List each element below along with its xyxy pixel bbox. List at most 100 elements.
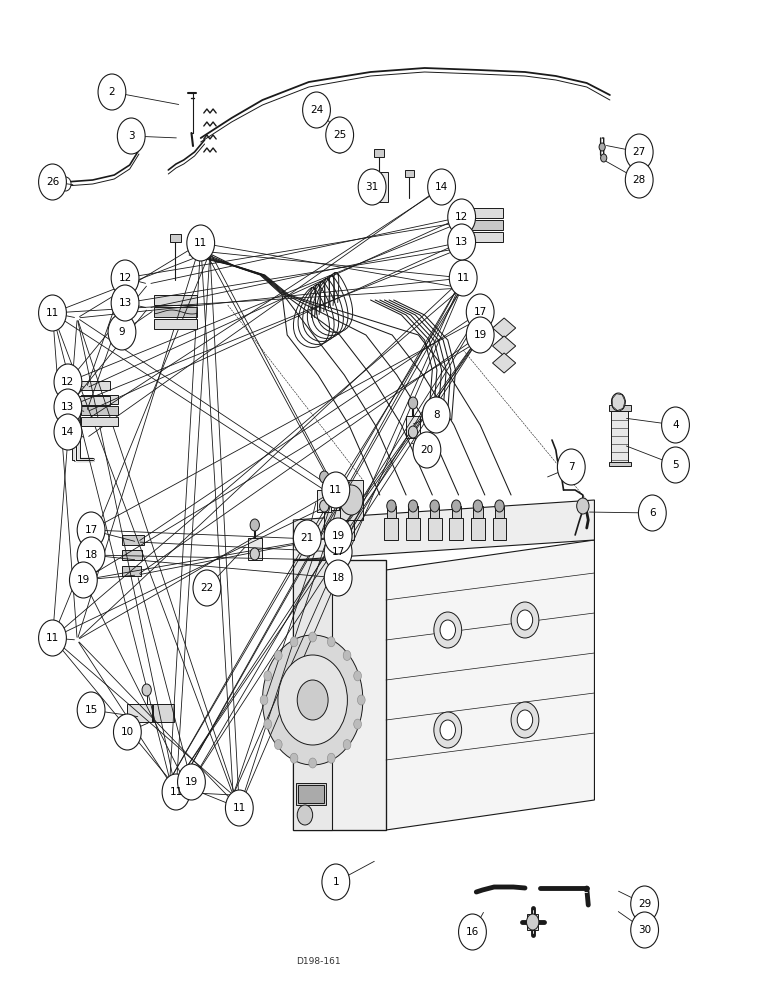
Circle shape	[303, 92, 330, 128]
Bar	[473, 506, 482, 518]
Circle shape	[631, 912, 659, 948]
Bar	[73, 381, 110, 390]
Circle shape	[473, 500, 482, 512]
Circle shape	[327, 637, 335, 647]
Bar	[122, 566, 141, 576]
Circle shape	[330, 123, 341, 137]
Circle shape	[434, 712, 462, 748]
Text: 19: 19	[331, 531, 345, 541]
Circle shape	[466, 317, 494, 353]
Text: 3: 3	[128, 131, 134, 141]
Text: 5: 5	[672, 460, 679, 470]
Text: 30: 30	[638, 925, 652, 935]
Circle shape	[98, 74, 126, 110]
Circle shape	[448, 199, 476, 235]
Bar	[298, 785, 324, 803]
Circle shape	[495, 500, 504, 512]
Text: 10: 10	[120, 727, 134, 737]
Text: 11: 11	[169, 787, 183, 797]
Circle shape	[625, 134, 653, 170]
Text: 1: 1	[333, 877, 339, 887]
Text: 28: 28	[632, 175, 646, 185]
Text: 7: 7	[568, 462, 574, 472]
Bar	[495, 506, 504, 518]
Circle shape	[39, 620, 66, 656]
Text: 11: 11	[46, 633, 59, 643]
Circle shape	[274, 650, 282, 660]
Circle shape	[250, 548, 259, 560]
Circle shape	[142, 684, 151, 696]
Polygon shape	[493, 318, 516, 338]
Circle shape	[449, 260, 477, 296]
Polygon shape	[293, 500, 594, 560]
Circle shape	[111, 285, 139, 321]
Bar	[406, 518, 420, 540]
Bar	[328, 540, 350, 555]
Circle shape	[344, 740, 351, 750]
Circle shape	[527, 914, 539, 930]
Circle shape	[408, 500, 418, 512]
Circle shape	[60, 177, 71, 191]
Circle shape	[39, 295, 66, 331]
Text: 6: 6	[649, 508, 655, 518]
Circle shape	[264, 719, 272, 729]
Text: 11: 11	[46, 308, 59, 318]
Text: 11: 11	[194, 238, 208, 248]
Circle shape	[340, 485, 363, 515]
Circle shape	[357, 695, 365, 705]
Circle shape	[413, 432, 441, 468]
Circle shape	[625, 162, 653, 198]
Text: 19: 19	[473, 330, 487, 340]
Bar	[611, 409, 628, 465]
Circle shape	[117, 118, 145, 154]
Circle shape	[326, 117, 354, 153]
Circle shape	[77, 692, 105, 728]
Circle shape	[322, 864, 350, 900]
Circle shape	[662, 447, 689, 483]
Text: 12: 12	[118, 273, 132, 283]
Text: 13: 13	[118, 298, 132, 308]
Text: D198-161: D198-161	[296, 958, 340, 966]
Bar	[72, 400, 80, 460]
Circle shape	[225, 790, 253, 826]
Circle shape	[290, 753, 298, 763]
Polygon shape	[493, 336, 516, 356]
Text: 12: 12	[455, 212, 469, 222]
Circle shape	[430, 500, 439, 512]
Circle shape	[422, 397, 450, 433]
Bar	[405, 170, 414, 177]
Bar	[296, 783, 326, 805]
Polygon shape	[293, 560, 386, 830]
Circle shape	[113, 714, 141, 750]
Circle shape	[358, 169, 386, 205]
Circle shape	[611, 393, 625, 411]
Text: 11: 11	[456, 273, 470, 283]
Text: 24: 24	[310, 105, 323, 115]
Circle shape	[517, 610, 533, 630]
Text: 11: 11	[329, 485, 343, 495]
Circle shape	[440, 720, 455, 740]
Circle shape	[517, 710, 533, 730]
Circle shape	[111, 260, 139, 296]
Bar	[248, 538, 262, 560]
Circle shape	[354, 719, 361, 729]
Circle shape	[557, 449, 585, 485]
Bar	[527, 914, 538, 930]
Circle shape	[309, 758, 317, 768]
Bar	[408, 506, 418, 518]
Circle shape	[260, 695, 268, 705]
Text: 26: 26	[46, 177, 59, 187]
Circle shape	[54, 414, 82, 450]
Bar	[127, 704, 152, 722]
Circle shape	[293, 520, 321, 556]
Circle shape	[77, 512, 105, 548]
Bar	[81, 417, 118, 426]
Circle shape	[178, 764, 205, 800]
Text: 21: 21	[300, 533, 314, 543]
Circle shape	[327, 753, 335, 763]
Bar	[154, 319, 197, 329]
Bar	[81, 395, 118, 404]
Text: 19: 19	[185, 777, 198, 787]
Text: 8: 8	[433, 410, 439, 420]
Text: 20: 20	[420, 445, 434, 455]
